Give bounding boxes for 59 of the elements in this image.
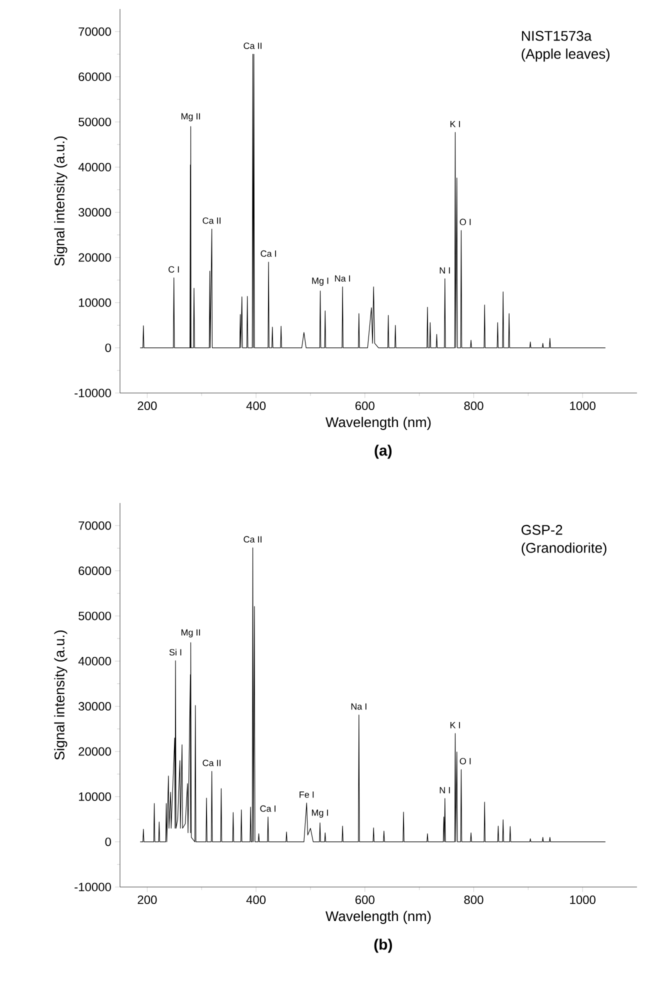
y-tick-label: -10000 bbox=[74, 388, 111, 398]
x-axis-title: Wavelength (nm) bbox=[326, 910, 431, 924]
annotation: GSP-2 bbox=[522, 524, 562, 535]
y-tick-label: 0 bbox=[105, 344, 112, 352]
y-tick-label: 40000 bbox=[78, 656, 111, 666]
y-axis-title: Signal intensity (a.u.) bbox=[54, 630, 68, 760]
annotation: (Granodiorite) bbox=[522, 542, 606, 556]
annotation: NIST1573a bbox=[522, 30, 592, 41]
y-tick-label: 20000 bbox=[78, 747, 111, 756]
annotation: Mg II bbox=[181, 629, 200, 638]
annotation: Ca I bbox=[260, 805, 276, 812]
y-tick-label: 70000 bbox=[78, 27, 111, 36]
y-tick-label: 70000 bbox=[78, 521, 111, 530]
annotation: Ca II bbox=[202, 217, 220, 224]
annotation: Mg I bbox=[312, 278, 328, 286]
x-tick-label: 800 bbox=[464, 896, 484, 904]
text: (a) bbox=[374, 444, 392, 459]
x-tick-label: 200 bbox=[138, 402, 157, 410]
x-tick-label: 200 bbox=[138, 896, 157, 904]
x-tick-label: 400 bbox=[246, 402, 266, 410]
x-axis-title: Wavelength (nm) bbox=[326, 416, 431, 430]
y-axis-title: Signal intensity (a.u.) bbox=[54, 136, 68, 266]
annotation: Mg I bbox=[312, 810, 328, 818]
x-tick-label: 1000 bbox=[570, 402, 596, 410]
annotation: C I bbox=[168, 266, 179, 273]
annotation: Ca I bbox=[260, 250, 276, 257]
annotation: Na I bbox=[335, 275, 350, 282]
annotation: O I bbox=[460, 218, 471, 226]
x-tick-label: 600 bbox=[355, 402, 374, 410]
annotation: Ca II bbox=[244, 536, 262, 543]
annotation: Na I bbox=[351, 703, 366, 710]
y-tick-label: 40000 bbox=[78, 162, 111, 172]
annotation: O I bbox=[460, 758, 471, 764]
x-tick-label: 800 bbox=[464, 402, 484, 410]
annotation: N I bbox=[440, 267, 450, 274]
y-tick-label: 10000 bbox=[79, 792, 111, 801]
x-tick-label: 1000 bbox=[570, 896, 596, 904]
text: (b) bbox=[374, 938, 392, 953]
y-tick-label: 30000 bbox=[78, 702, 111, 711]
annotation: K I bbox=[450, 722, 460, 728]
y-tick-label: 50000 bbox=[78, 612, 111, 620]
y-tick-label: 10000 bbox=[79, 298, 111, 307]
annotation: Fe I bbox=[300, 792, 314, 798]
y-tick-label: 50000 bbox=[78, 118, 111, 126]
y-tick-label: -10000 bbox=[74, 882, 111, 892]
y-tick-label: 60000 bbox=[78, 72, 111, 82]
annotation: Ca II bbox=[244, 42, 262, 49]
annotation: N I bbox=[440, 787, 450, 794]
annotation: K I bbox=[450, 120, 460, 128]
y-tick-label: 0 bbox=[105, 838, 112, 846]
annotation: Mg II bbox=[181, 113, 200, 122]
annotation: Si I bbox=[169, 648, 182, 656]
y-tick-label: 60000 bbox=[78, 566, 111, 576]
annotation: Ca II bbox=[202, 760, 220, 766]
annotation: (Apple leaves) bbox=[522, 48, 610, 62]
y-tick-label: 20000 bbox=[78, 253, 111, 262]
x-tick-label: 600 bbox=[355, 896, 374, 904]
y-tick-label: 30000 bbox=[78, 208, 111, 217]
x-tick-label: 400 bbox=[246, 896, 266, 904]
